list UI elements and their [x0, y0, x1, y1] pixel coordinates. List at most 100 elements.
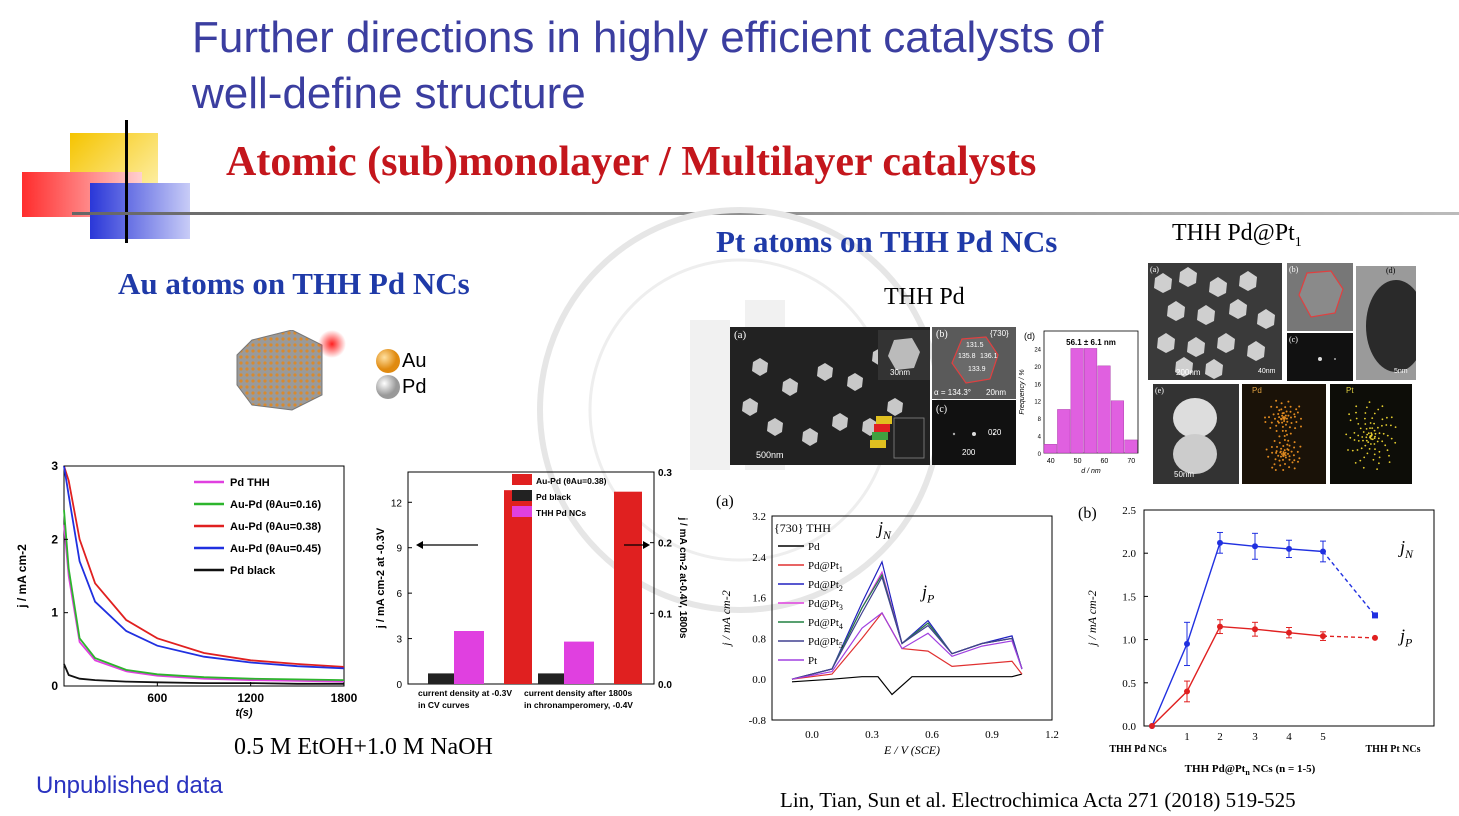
category-label: current density after 1800s: [524, 688, 632, 698]
haadf-image-e: [1153, 384, 1239, 484]
eds-dot: [1278, 459, 1281, 462]
eds-dot: [1279, 450, 1282, 453]
eds-dot: [1288, 466, 1291, 469]
chronoamperometry-chart: Pd THH Au-Pd (θAu=0.16) Au-Pd (θAu=0.38) Au…: [15, 459, 358, 719]
eds-dot: [1373, 412, 1376, 415]
eds-dot: [1364, 417, 1366, 420]
electrolyte-label: 0.5 M EtOH+1.0 M NaOH: [234, 734, 493, 760]
series-line: [1151, 542, 1324, 727]
eds-dot: [1364, 412, 1367, 414]
eds-dot: [1285, 410, 1288, 413]
eds-dot: [1390, 437, 1393, 440]
nanocrystal-particle: [1239, 271, 1257, 291]
eds-dot: [1280, 455, 1282, 458]
legend-label: Pd THH: [230, 477, 270, 489]
eds-dot: [1284, 463, 1286, 465]
eds-dot: [1277, 413, 1280, 415]
nanocrystal-particle: [742, 398, 758, 416]
nanocrystal-particle: [1205, 359, 1223, 379]
y-axis-label: j / mA cm-2: [719, 590, 733, 647]
scale-500nm: 500nm: [756, 450, 784, 460]
eds-dot: [1287, 449, 1290, 451]
eds-dot: [1365, 436, 1368, 439]
eds-dot: [1355, 417, 1358, 420]
scale-50nm: 50nm: [1174, 470, 1195, 479]
eds-dot: [1280, 402, 1283, 405]
eds-dot: [1293, 413, 1296, 416]
eds-dot: [1281, 425, 1284, 428]
data-point: [1320, 548, 1326, 555]
eds-dot: [1290, 450, 1293, 453]
y-tick-label: 20: [1034, 365, 1041, 371]
eds-dot: [1362, 439, 1364, 442]
eds-dot: [1370, 443, 1372, 445]
eds-dot: [1274, 458, 1277, 461]
series-label: jP: [1398, 625, 1413, 649]
plot-frame: [771, 515, 1053, 721]
eds-dot: [1274, 469, 1277, 471]
eds-dot: [1364, 444, 1367, 447]
eds-dot: [1373, 443, 1376, 445]
x-tick-label: 60: [1101, 458, 1109, 465]
angle-1: 131.5: [966, 342, 984, 349]
histogram-bar: [1084, 348, 1098, 454]
x-axis-label: THH Pd@Ptn NCs (n = 1-5): [1185, 763, 1316, 777]
eds-dot: [1360, 447, 1363, 450]
eds-dot: [1370, 432, 1373, 434]
eds-dot: [1275, 424, 1278, 427]
sem-inset: [878, 330, 930, 380]
eds-dot: [1345, 433, 1348, 436]
eds-dot: [1363, 456, 1366, 459]
right-label-b: (b): [1289, 265, 1299, 274]
eds-dot: [1282, 454, 1285, 457]
y-tick-label: 1: [51, 606, 58, 620]
eds-dot: [1298, 405, 1301, 408]
y-tick-label: 3: [396, 635, 402, 646]
y-tick-label: 9: [396, 544, 402, 555]
eds-dot: [1275, 399, 1278, 402]
eds-dot: [1354, 462, 1357, 464]
nanocrystal-particle: [847, 373, 863, 391]
x-tick-label: 1200: [237, 691, 264, 705]
eds-dot: [1370, 438, 1373, 440]
decor-vertical-line: [125, 120, 128, 243]
eds-dot: [1282, 469, 1285, 471]
legend-label: Pd@Pt2: [808, 579, 843, 593]
eds-dot: [1368, 448, 1371, 450]
eds-dot: [1365, 439, 1368, 442]
angle-2: 135.8: [958, 353, 976, 360]
eds-dot: [1357, 434, 1360, 437]
scale-40nm: 40nm: [1258, 368, 1276, 375]
eds-dot: [1364, 423, 1367, 425]
y-tick-label: 2.4: [752, 552, 766, 564]
eds-dot: [1270, 446, 1273, 448]
cv-curve: [791, 673, 1023, 696]
right-label-e: (e): [1155, 386, 1164, 395]
eds-dot: [1376, 468, 1378, 470]
thh-model-icon: [870, 416, 925, 459]
y-tick-label: 0: [1038, 452, 1042, 458]
eds-dot: [1300, 417, 1302, 420]
eds-dot: [1388, 454, 1390, 457]
eds-dot: [1280, 408, 1283, 411]
x-tick-label: 0.9: [985, 729, 999, 741]
x-tick-label: 1: [1184, 731, 1190, 743]
series-line: [63, 465, 345, 670]
y2-tick-label: 0.2: [658, 539, 672, 550]
micro-label-b: (b): [936, 329, 948, 340]
legend-label: THH Pd NCs: [536, 508, 586, 518]
y-axis-label: j / mA cm-2: [15, 544, 29, 609]
eds-dot: [1283, 420, 1286, 422]
eds-dot: [1264, 416, 1266, 419]
eds-dot: [1382, 432, 1385, 435]
plot-frame: [1143, 509, 1435, 727]
eds-dot: [1378, 456, 1381, 459]
y-tick-label: 0.5: [1122, 678, 1136, 690]
eds-dot: [1353, 439, 1356, 441]
eds-dot: [1281, 429, 1284, 432]
eds-dot: [1373, 437, 1376, 440]
peak-current-chart: (b) jN jP 0.0 0.5 1.0 1.5 2.0 2.5 1 2 3 4 5 THH Pd NCs…: [1078, 505, 1435, 777]
eds-dot: [1386, 449, 1389, 452]
data-point: [1149, 723, 1155, 729]
right-heading: Pt atoms on THH Pd NCs: [716, 224, 1058, 259]
